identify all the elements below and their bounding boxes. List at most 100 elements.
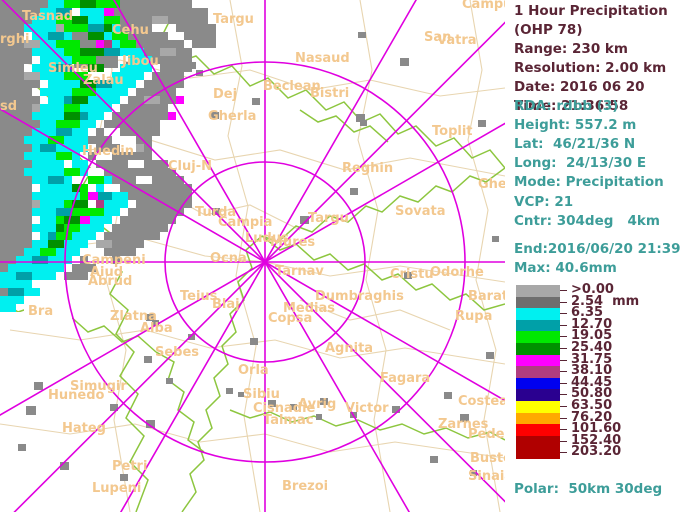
legend-color-swatch (516, 377, 560, 390)
city-label: Sovata (395, 204, 446, 219)
city-label: Alba (140, 321, 173, 336)
legend-tick (560, 290, 567, 291)
legend-color-swatch (516, 366, 560, 378)
legend-tick (560, 359, 567, 361)
city-label: Costea (458, 394, 505, 409)
city-label: San (424, 30, 451, 45)
legend-tick (560, 347, 567, 349)
city-label: Odorhe (430, 265, 484, 280)
legend-row: 25.40 (516, 340, 676, 355)
city-label: Jibou (121, 54, 159, 69)
city-label: Tasnad (22, 9, 73, 24)
legend-color-swatch (516, 435, 560, 448)
city-label: Hunedo (48, 388, 105, 403)
legend-tick (560, 452, 567, 454)
legend-tick (560, 336, 567, 338)
legend-row: 50.80 (516, 386, 676, 402)
city-label: Beclean (263, 79, 321, 94)
city-label: Nasaud (295, 51, 350, 66)
city-label: Busteni (470, 451, 505, 466)
legend-row: 63.50 (516, 397, 676, 413)
legend-row: 2.54 mm (516, 293, 676, 309)
legend-value-label: 44.45 (571, 374, 613, 390)
legend-color-swatch (516, 354, 560, 367)
legend-color-swatch (516, 447, 560, 459)
legend-tick (560, 405, 567, 407)
city-label: Sebes (155, 345, 199, 360)
city-label-layer: Tasnad rghi Cehu Targu Campul Simleu Jibou Zala… (0, 0, 505, 496)
legend-row: 152.40 (516, 433, 676, 448)
rda-identifier: RDA: rdbb (3) (514, 98, 619, 114)
product-title-line1: 1 Hour Precipitation (514, 3, 668, 19)
city-label: Cisnadie (253, 401, 316, 416)
legend-tick (560, 324, 567, 326)
city-label: Rupa (455, 309, 492, 324)
city-label: Ludus (245, 231, 289, 246)
legend-color-swatch (516, 308, 560, 320)
city-label: rghi (0, 32, 29, 47)
product-info-panel: 1 Hour Precipitation (OHP 78) Range: 230… (505, 0, 681, 512)
product-range: Range: 230 km (514, 41, 628, 57)
city-label: Simugir (70, 379, 127, 394)
city-label: Targu (213, 12, 254, 27)
city-label: Dej (213, 87, 237, 102)
city-label: Targu (308, 211, 349, 226)
city-label: Cristu (390, 267, 434, 282)
city-label: Teius (180, 289, 218, 304)
city-label: Cehu (112, 23, 149, 38)
city-label: Turda (195, 205, 236, 220)
city-label: Abrud (88, 274, 132, 289)
accumulation-max: Max: 40.6mm (514, 260, 617, 276)
legend-row: 31.75 (516, 352, 676, 367)
legend-tick (560, 301, 567, 303)
city-label: Orla (238, 363, 269, 378)
accumulation-block: End:2016/06/20 21:39 Max: 40.6mm (514, 240, 681, 278)
city-label: Zlatna (110, 309, 157, 324)
city-label: Petri (112, 459, 147, 474)
legend-value-label: 76.20 (571, 409, 613, 425)
legend-value-label: 12.70 (571, 316, 613, 332)
city-label: Gherla (208, 109, 256, 124)
legend-tick (560, 440, 567, 442)
legend-value-label: 101.60 (571, 421, 622, 437)
product-date: Date: 2016 06 20 (514, 79, 645, 95)
legend-value-label: 63.50 (571, 397, 613, 413)
legend-row: 203.20 (516, 444, 676, 459)
city-label: Sinaia (468, 469, 505, 484)
legend-value-label: 2.54 mm (571, 293, 640, 309)
legend-row: >0.00 (516, 282, 676, 297)
city-label: Toplit (432, 124, 473, 139)
city-label: Reghin (342, 161, 393, 176)
legend-row: 12.70 (516, 316, 676, 332)
legend-row: 76.20 (516, 409, 676, 425)
city-label: Zarnes (438, 417, 489, 432)
legend-value-label: 38.10 (571, 363, 613, 379)
city-label: Pedea (468, 427, 505, 442)
legend-color-swatch (516, 412, 560, 425)
radar-map-view[interactable]: Tasnad rghi Cehu Targu Campul Simleu Jibou Zala… (0, 0, 505, 512)
city-label: Mures (270, 235, 315, 250)
radar-mode: Mode: Precipitation (514, 174, 664, 190)
legend-value-label: 6.35 (571, 305, 604, 321)
city-label: Simleu (48, 61, 98, 76)
city-label: Agnita (325, 341, 373, 356)
radar-latitude: Lat: 46/21/36 N (514, 136, 636, 152)
city-label: Avrig (298, 397, 336, 412)
legend-tick (560, 313, 567, 315)
range-rings-and-spokes (0, 0, 505, 512)
legend-tick (560, 429, 567, 431)
radar-site-block: RDA: rdbb (3) Height: 557.2 m Lat: 46/21… (514, 97, 664, 192)
radar-height: Height: 557.2 m (514, 117, 637, 133)
spoke-60deg-b (119, 0, 417, 512)
legend-value-label: 50.80 (571, 386, 613, 402)
product-resolution: Resolution: 2.00 km (514, 60, 667, 76)
accumulation-end-time: End:2016/06/20 21:39 (514, 241, 681, 257)
radar-map-canvas: Tasnad rghi Cehu Targu Campul Simleu Jibou Zala… (0, 0, 505, 512)
city-label: Blaj (212, 297, 240, 312)
legend-color-swatch (516, 331, 560, 343)
legend-color-swatch (516, 285, 560, 297)
city-label: Medias (283, 301, 335, 316)
legend-tick (560, 394, 567, 396)
city-label: Campeni (82, 253, 146, 268)
